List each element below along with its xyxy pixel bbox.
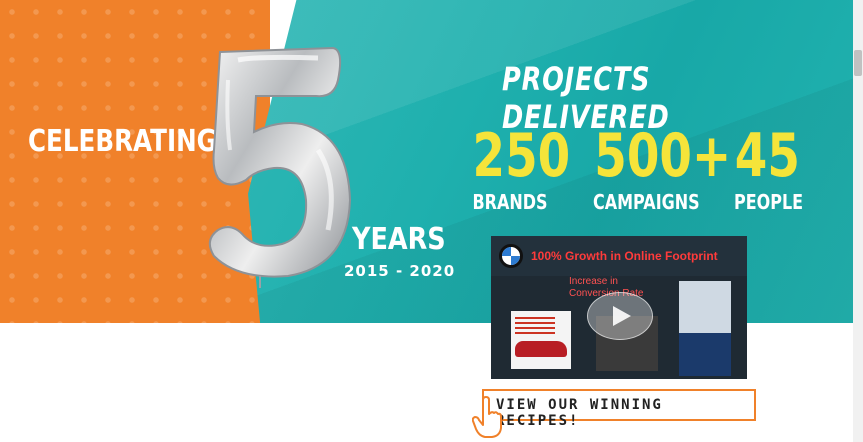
stat-label: CAMPAIGNS xyxy=(593,190,700,214)
stat-campaigns: 500+ CAMPAIGNS xyxy=(580,121,732,214)
scrollbar-thumb[interactable] xyxy=(854,50,862,76)
ad-panel-car xyxy=(511,311,571,369)
projects-delivered-heading: PROJECTS DELIVERED xyxy=(502,60,670,136)
view-recipes-label: VIEW OUR WINNING RECIPES! xyxy=(496,397,663,429)
bmw-logo-icon xyxy=(499,244,523,268)
hero-banner: CELEBRATING 5 YEARS 2015 - 2020 PROJECTS… xyxy=(0,0,853,323)
celebrating-heading: CELEBRATING xyxy=(28,124,217,159)
years-label: YEARS xyxy=(352,222,446,257)
page-scrollbar[interactable] xyxy=(853,0,863,442)
stat-value: 45 xyxy=(734,121,800,191)
pointer-hand-icon xyxy=(472,396,502,438)
video-header: 100% Growth in Online Footprint xyxy=(491,236,747,276)
play-icon[interactable] xyxy=(587,292,653,340)
video-title: 100% Growth in Online Footprint xyxy=(531,249,718,263)
stat-value: 500+ xyxy=(594,121,732,191)
case-study-video[interactable]: 100% Growth in Online Footprint Increase… xyxy=(491,236,747,379)
years-range: 2015 - 2020 xyxy=(344,262,456,280)
ad-panel-blue-car xyxy=(679,281,731,376)
stat-label: BRANDS xyxy=(472,190,548,214)
stat-label: PEOPLE xyxy=(734,190,804,214)
stat-brands: 250 BRANDS xyxy=(462,121,571,214)
stat-people: 45 PEOPLE xyxy=(726,126,806,214)
teal-background xyxy=(248,0,853,323)
stat-value: 250 xyxy=(472,121,571,191)
view-recipes-button[interactable]: VIEW OUR WINNING RECIPES! xyxy=(482,389,756,429)
silver-balloon-five-icon xyxy=(208,46,352,288)
